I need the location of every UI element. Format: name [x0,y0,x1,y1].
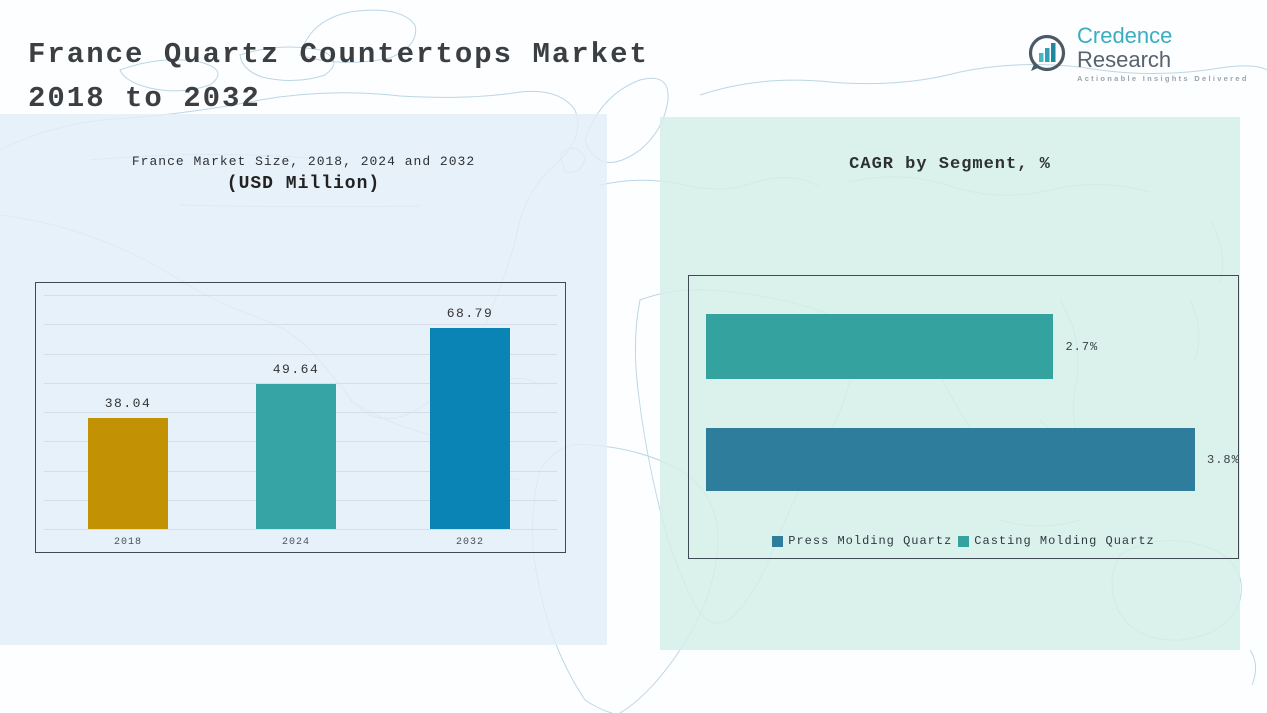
brand-logo: Credence Research Actionable Insights De… [1026,24,1267,83]
legend: Press Molding Quartz Casting Molding Quar… [689,534,1238,548]
logo-brand-secondary: Research [1077,47,1172,72]
cagr-panel: CAGR by Segment, % 2.7% 3.8% Press Molding… [660,117,1240,650]
page-title-line1: France Quartz Countertops Market [28,38,649,72]
gridline-y60 [44,353,557,355]
legend-swatch-icon [958,535,970,547]
logo-brand: Credence Research [1077,24,1267,72]
legend-label: Casting Molding Quartz [974,534,1155,548]
logo-brand-primary: Credence [1077,23,1173,48]
cagr-chart-plot: 2.7% 3.8% Press Molding Quartz Casting Mold… [688,275,1239,559]
gridline-y50 [44,382,557,384]
gridline-y70 [44,324,557,326]
logo-tagline: Actionable Insights Delivered [1077,74,1249,83]
bar-chart-bubble-icon [1026,33,1068,75]
legend-item: Casting Molding Quartz [958,534,1154,548]
gridline-y80 [44,295,557,296]
bar-value-label: 3.8% [1207,452,1240,467]
market-size-panel: France Market Size, 2018, 2024 and 2032 … [0,114,607,645]
bar-value-label: 49.64 [272,361,320,377]
market-size-chart-plot: 38.04 2018 49.64 2024 68.79 2032 [35,282,566,553]
cagr-chart-title: CAGR by Segment, % [849,155,1051,174]
bar-value-label: 2.7% [1065,339,1099,354]
x-axis-label: 2024 [281,537,310,548]
legend-item: Press Molding Quartz [772,534,952,548]
market-size-chart-subtitle: (USD Million) [226,174,381,194]
logo-text: Credence Research Actionable Insights De… [1077,24,1267,84]
gridline-y0 [44,529,557,530]
bar-press-molding-quartz [706,428,1195,491]
bar-value-label: 68.79 [446,305,494,321]
x-axis-label: 2032 [455,537,484,548]
bar-casting-molding-quartz [706,314,1054,379]
market-size-chart-title: France Market Size, 2018, 2024 and 2032 [131,154,476,169]
page-title: France Quartz Countertops Market 2018 to… [28,33,649,121]
legend-swatch-icon [772,535,784,547]
bar-value-label: 38.04 [104,395,152,411]
x-axis-label: 2018 [113,537,142,548]
page-title-line2: 2018 to 2032 [28,82,261,116]
legend-label: Press Molding Quartz [788,534,953,548]
bar-2018 [88,417,168,529]
bar-2032 [430,327,510,529]
bar-2024 [256,383,336,529]
